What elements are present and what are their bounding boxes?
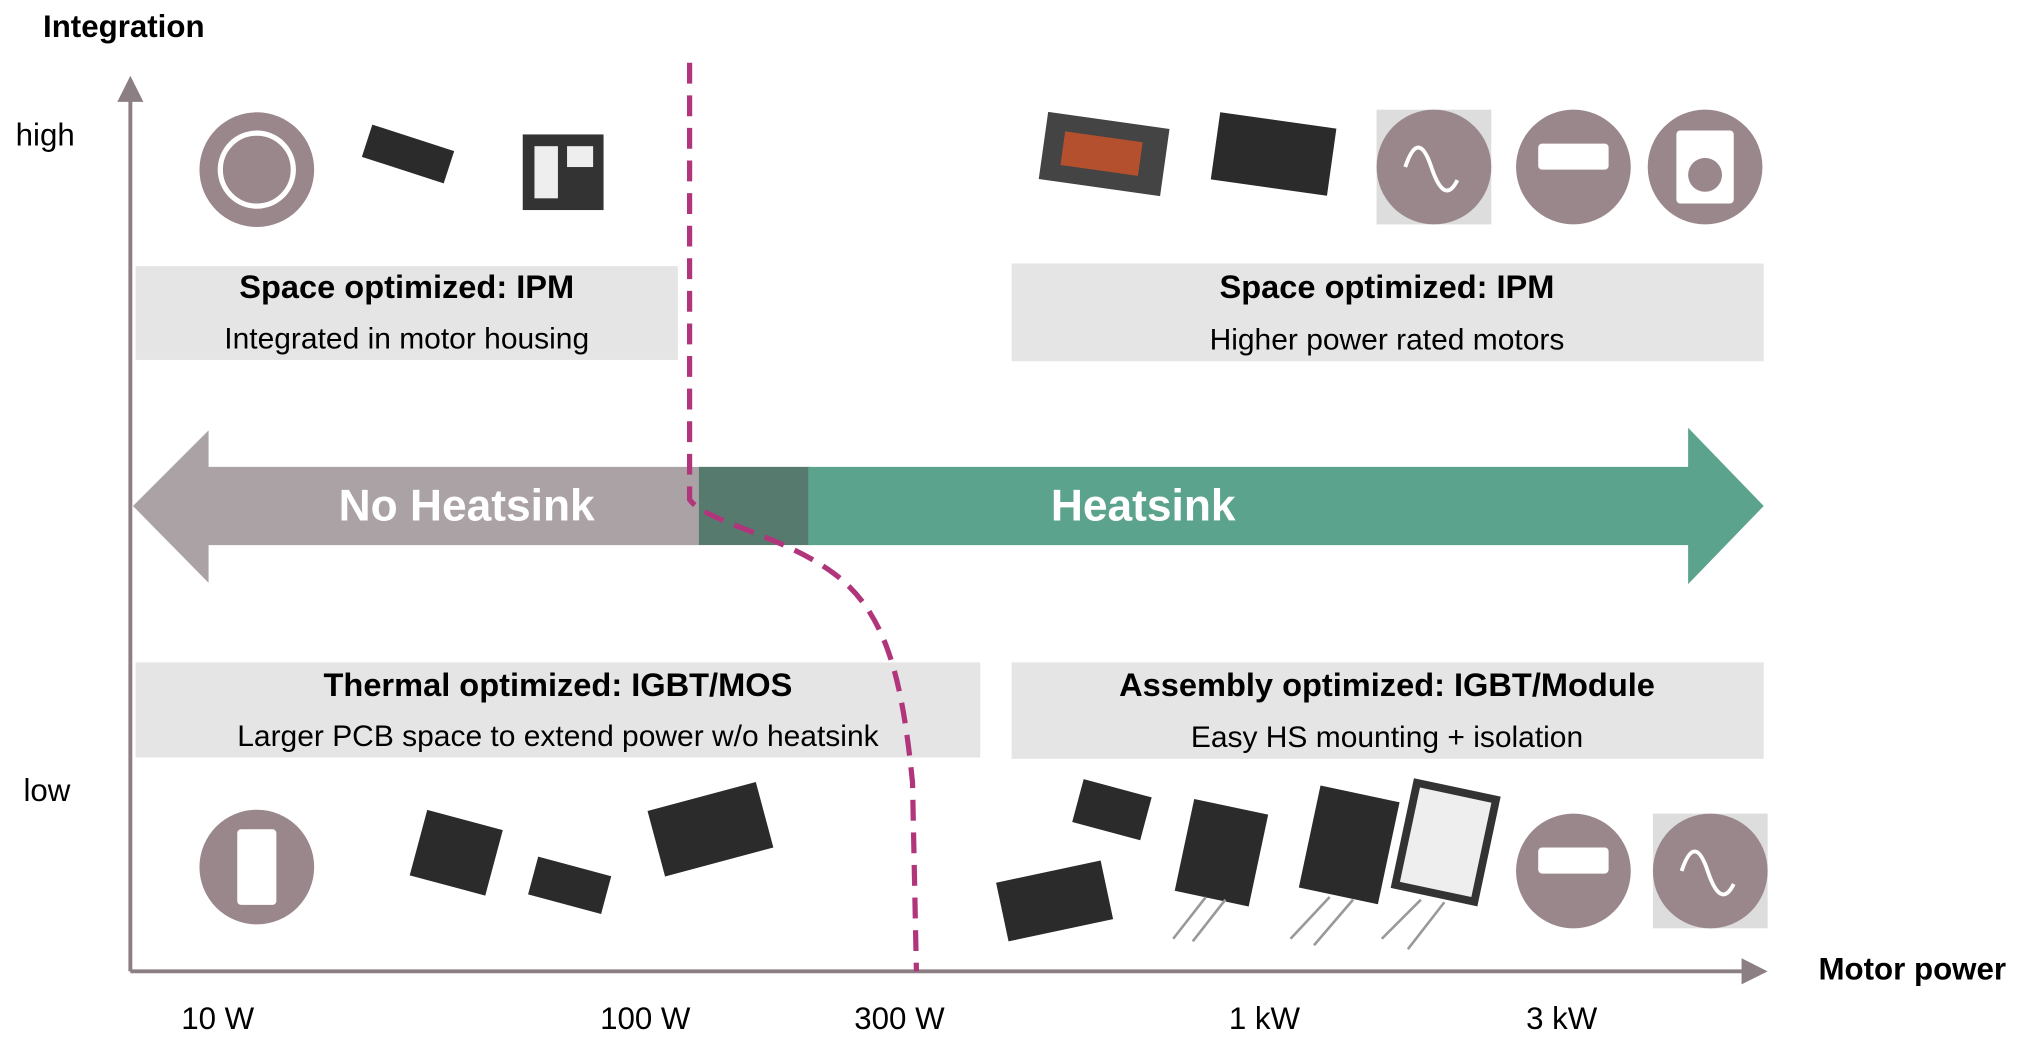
heatsink-arrow [808, 428, 1764, 584]
wave-icon [1377, 110, 1492, 225]
chip-image [1395, 783, 1496, 902]
ac-glyph [1538, 144, 1608, 170]
box-subtitle: Integrated in motor housing [224, 322, 589, 355]
diagram: Integration Motor power high low 10 W 10… [0, 0, 2044, 1038]
x-axis-title: Motor power [1818, 952, 2006, 987]
washer-door [1688, 158, 1722, 192]
chip-image [996, 861, 1113, 942]
chip-leg [1408, 902, 1445, 949]
wave-icon [1653, 814, 1768, 929]
fridge-glyph [237, 829, 276, 905]
chip-pad [534, 146, 557, 198]
y-label: high [16, 117, 75, 152]
fan-icon [199, 112, 314, 227]
x-axis-head [1742, 958, 1768, 984]
x-label: 1 kW [1229, 1001, 1301, 1036]
box-title: Space optimized: IPM [239, 269, 574, 305]
chip-image [528, 857, 611, 914]
y-axis-title: Integration [43, 9, 205, 44]
chip-image [1072, 779, 1151, 840]
box-subtitle: Larger PCB space to extend power w/o hea… [237, 720, 879, 753]
chip-image [1211, 112, 1337, 195]
x-label: 3 kW [1526, 1001, 1598, 1036]
box-title: Thermal optimized: IGBT/MOS [324, 667, 793, 703]
ac-glyph [1538, 848, 1608, 874]
box-title: Space optimized: IPM [1220, 269, 1555, 305]
box-title: Assembly optimized: IGBT/Module [1119, 667, 1655, 703]
chip-image [410, 810, 503, 896]
chip-image [362, 125, 454, 184]
y-axis-head [117, 76, 143, 102]
overlap [699, 467, 810, 545]
arrow-label: No Heatsink [339, 481, 595, 530]
box-subtitle: Higher power rated motors [1210, 324, 1565, 357]
x-label: 10 W [181, 1001, 254, 1036]
chip-leg [1382, 900, 1421, 939]
x-label: 300 W [854, 1001, 945, 1036]
chip-image [1175, 799, 1268, 907]
box-subtitle: Easy HS mounting + isolation [1191, 721, 1583, 754]
chip-image [1299, 785, 1400, 904]
y-label: low [23, 773, 70, 808]
arrow-label: Heatsink [1051, 481, 1236, 530]
chip-pad [567, 146, 593, 167]
x-label: 100 W [600, 1001, 691, 1036]
chip-image [648, 782, 774, 876]
